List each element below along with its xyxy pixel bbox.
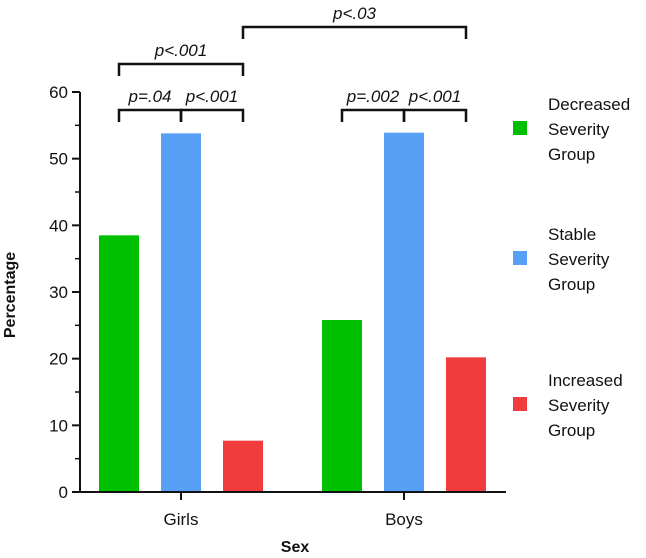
legend-label: Increased Severity Group (548, 371, 623, 440)
significance-label: p<.03 (332, 4, 377, 23)
y-tick-label: 50 (49, 150, 68, 169)
bar-boys-increased-severity-group (446, 357, 486, 492)
significance-layer: p=.04 p<.001 p=.002 p<.001 p<.001 p<.03 (117, 4, 468, 122)
significance-bracket: p<.001 (179, 87, 245, 122)
significance-bracket: p<.001 (402, 87, 468, 122)
y-axis-title: Percentage (2, 252, 19, 338)
axes-layer: 0 10 20 30 40 50 60 Girls Boys (49, 83, 506, 529)
legend-item-decreased-severity-group: Decreased Severity Group (513, 95, 630, 164)
legend-label: Stable Severity Group (548, 225, 610, 294)
significance-label: p<.001 (408, 87, 461, 106)
x-axis-title: Sex (281, 539, 310, 556)
legend-item-increased-severity-group: Increased Severity Group (513, 371, 623, 440)
legend: Decreased Severity Group Stable Severity Grou… (513, 95, 630, 440)
x-tick-label-girls: Girls (164, 510, 199, 529)
legend-swatch (513, 397, 527, 411)
legend-item-stable-severity-group: Stable Severity Group (513, 225, 610, 294)
significance-label: p<.001 (185, 87, 238, 106)
significance-label: p=.04 (127, 87, 171, 106)
bar-girls-decreased-severity-group (99, 235, 139, 493)
bar-boys-decreased-severity-group (322, 320, 362, 492)
significance-bracket: p<.001 (117, 41, 245, 76)
significance-bracket: p=.002 (340, 87, 406, 122)
legend-swatch (513, 251, 527, 265)
significance-bracket: p<.03 (241, 4, 468, 39)
significance-label: p=.002 (346, 87, 400, 106)
y-tick-label: 0 (59, 483, 68, 502)
significance-label: p<.001 (154, 41, 207, 60)
legend-label: Decreased Severity Group (548, 95, 630, 164)
bar-boys-stable-severity-group (384, 132, 424, 492)
y-tick-label: 10 (49, 416, 68, 435)
bar-girls-increased-severity-group (223, 440, 263, 492)
bar-girls-stable-severity-group (161, 133, 201, 493)
x-tick-label-boys: Boys (385, 510, 423, 529)
significance-bracket: p=.04 (117, 87, 183, 122)
y-tick-label: 40 (49, 216, 68, 235)
y-tick-label: 20 (49, 350, 68, 369)
y-tick-label: 60 (49, 83, 68, 102)
bars-layer (99, 132, 486, 493)
legend-swatch (513, 121, 527, 135)
y-tick-label: 30 (49, 283, 68, 302)
